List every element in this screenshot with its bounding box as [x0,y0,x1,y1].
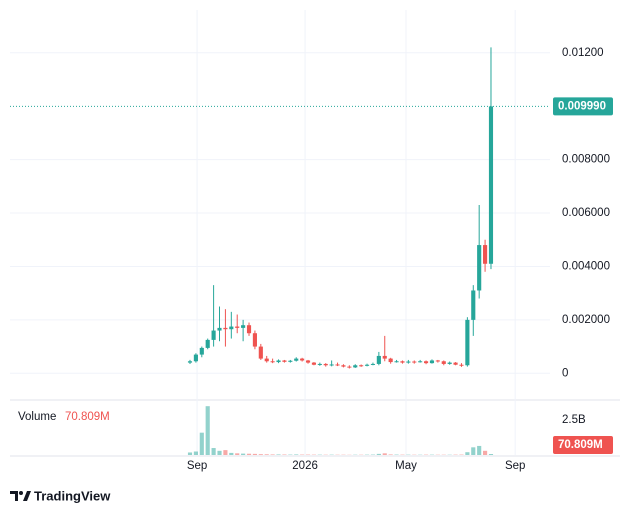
brand: TradingView [34,488,111,503]
candle-body [435,360,440,362]
candle-body [300,358,305,361]
candle-body [347,366,352,368]
y-tick-label: 0.002000 [562,314,610,326]
candle-body [305,360,311,363]
candle-body [270,361,275,363]
volume-bar [211,448,216,455]
candle-body [376,355,381,364]
volume-bar [471,447,476,455]
volume-legend-value: 70.809M [65,411,110,423]
candle-body [199,347,204,355]
x-tick-label: May [395,460,417,472]
candle-body [370,363,376,365]
candle-body [229,326,234,330]
candle-body [471,290,476,320]
x-tick-label: Sep [187,460,207,472]
candle-body [483,245,488,264]
candle-body [323,363,328,366]
candle-body [465,319,470,366]
candle-body [311,362,316,365]
candle-body [258,346,263,359]
candle-body [205,339,210,348]
candle-body [359,365,364,367]
candle-body [235,326,240,328]
volume-bar [223,450,228,455]
candle-body [288,360,293,362]
candle-body [406,361,411,363]
candle-body [276,360,281,363]
volume-bar [199,432,204,455]
last-volume-label: 70.809M [558,439,603,451]
x-tick-label: Sep [505,460,525,472]
candle-body [317,363,322,365]
y-tick-label: 0.01200 [562,47,604,59]
candle-body [488,106,494,264]
volume-bar [465,452,470,455]
y-tick-label: 0 [562,367,568,379]
volume-bar [235,453,240,455]
volume-bar [252,453,257,455]
volume-bar [217,450,222,455]
candle-body [453,362,458,365]
volume-bar [193,451,198,455]
candle-body [246,325,252,334]
candle-body [241,325,246,328]
logo [10,491,31,501]
volume-bar [488,454,494,455]
volume-bar [187,452,193,455]
candle-body [441,361,446,364]
volume-bar [388,454,393,455]
volume-bar [205,406,210,455]
candle-body [477,245,482,291]
volume-bar [477,445,482,455]
candle-body [353,365,358,368]
last-price-box [553,97,613,116]
candle-body [400,361,405,363]
candle-body [447,362,452,364]
volume-bar [270,454,275,455]
volume-bar [276,454,281,455]
candle-body [252,333,257,347]
volume-bar [229,452,234,455]
candle-body [459,364,464,366]
volume-bar [246,453,252,455]
volume-bar [382,453,387,455]
y-tick-label: 0.004000 [562,260,610,272]
candle-body [382,355,387,359]
last-price-label: 0.009990 [558,100,606,112]
volume-bar [483,450,488,455]
candle-body [193,354,198,362]
candle-body [223,327,228,330]
candle-body [429,360,435,364]
candle-body [418,361,423,363]
y-tick-label: 0.008000 [562,154,610,166]
candle-body [412,361,417,363]
candle-body [335,364,340,366]
volume-bar [294,454,299,455]
y-tick-label: 0.006000 [562,207,610,219]
volume-bar [258,454,263,455]
candle-body [217,327,222,331]
volume-bar [376,453,381,455]
candle-body [294,358,299,361]
x-tick-label: 2026 [292,460,318,472]
candle-body [341,365,346,367]
candle-body [211,330,216,340]
volume-legend: Volume [18,411,56,423]
last-volume-box [553,436,613,454]
candle-body [282,360,287,362]
candle-body [329,364,334,366]
candle-body [424,361,429,364]
candle-body [364,364,370,366]
volume-bar [241,453,246,455]
candle-body [187,361,193,363]
candle-body [264,358,269,362]
volume-tick-label: 2.5B [562,414,586,426]
candle-body [394,361,399,363]
candle-body [388,358,393,363]
volume-bar [264,454,269,455]
